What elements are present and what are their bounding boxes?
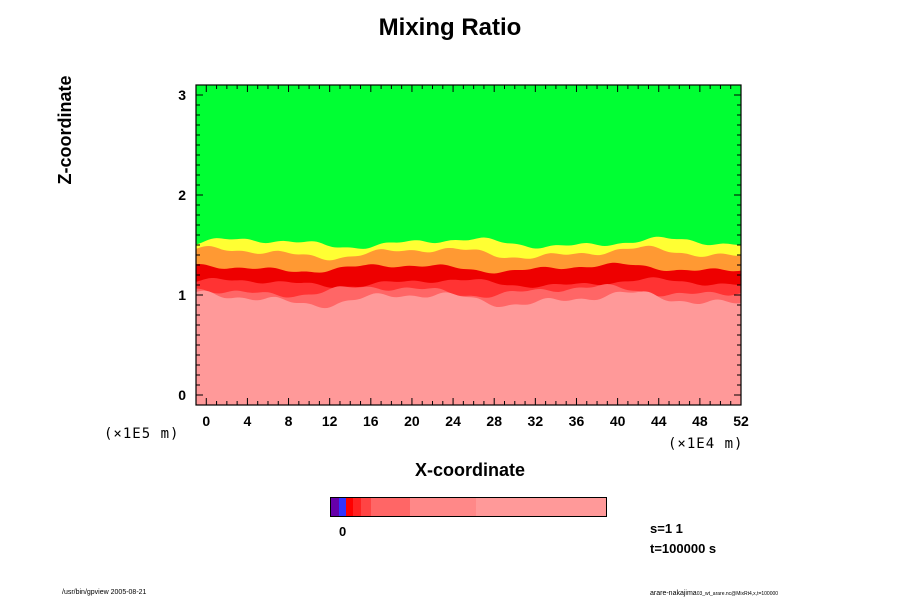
- footer-left: /usr/bin/gpview 2005-08-21: [62, 589, 147, 596]
- x-tick-label: 20: [404, 413, 420, 429]
- colorbar-swatch: [361, 498, 371, 516]
- footer-right-main: arare-nakajima: [650, 590, 697, 597]
- colorbar-swatch: [410, 498, 476, 516]
- x-tick-label: 0: [202, 413, 210, 429]
- x-tick-label: 28: [486, 413, 502, 429]
- colorbar-swatch: [339, 498, 346, 516]
- x-axis-label: X-coordinate: [414, 460, 525, 480]
- x-tick-label: 44: [651, 413, 667, 429]
- y-axis-unit: (×1E5 m): [104, 426, 180, 442]
- time-text: t=100000 s: [650, 541, 717, 556]
- y-tick-label: 3: [178, 87, 186, 103]
- band-bottom: [196, 290, 741, 405]
- x-tick-label: 40: [610, 413, 626, 429]
- y-tick-label: 2: [178, 187, 186, 203]
- x-tick-label: 32: [528, 413, 544, 429]
- x-tick-label: 24: [445, 413, 461, 429]
- x-tick-label: 8: [285, 413, 293, 429]
- colorbar-swatch: [353, 498, 361, 516]
- x-axis-unit: (×1E4 m): [668, 436, 744, 452]
- colorbar-swatch: [371, 498, 410, 516]
- colorbar-swatch: [346, 498, 353, 516]
- heatmap-field: [196, 85, 741, 405]
- x-tick-label: 52: [733, 413, 749, 429]
- footer-right-sub: 03_wt_arare.nc@MixRt4,x,t=100000: [696, 591, 779, 597]
- footer-right: arare-nakajima03_wt_arare.nc@MixRt4,x,t=…: [650, 590, 778, 597]
- colorbar-label: 0: [339, 524, 347, 539]
- x-tick-label: 48: [692, 413, 708, 429]
- y-tick-label: 1: [178, 287, 186, 303]
- x-tick-label: 36: [569, 413, 585, 429]
- x-tick-label: 16: [363, 413, 379, 429]
- scale-text: s=1 1: [650, 521, 683, 536]
- chart-title: Mixing Ratio: [378, 14, 522, 41]
- y-ticks: 0 1 2 3: [178, 87, 741, 403]
- colorbar-swatch: [476, 498, 607, 516]
- colorbar-swatch: [331, 498, 339, 516]
- y-tick-label: 0: [178, 387, 186, 403]
- x-tick-label: 12: [322, 413, 338, 429]
- x-ticks: 0 4 8 12 16 20 24 28 32 36 40 44 48 52: [195, 85, 749, 429]
- colorbar: [330, 497, 607, 517]
- x-tick-label: 4: [244, 413, 252, 429]
